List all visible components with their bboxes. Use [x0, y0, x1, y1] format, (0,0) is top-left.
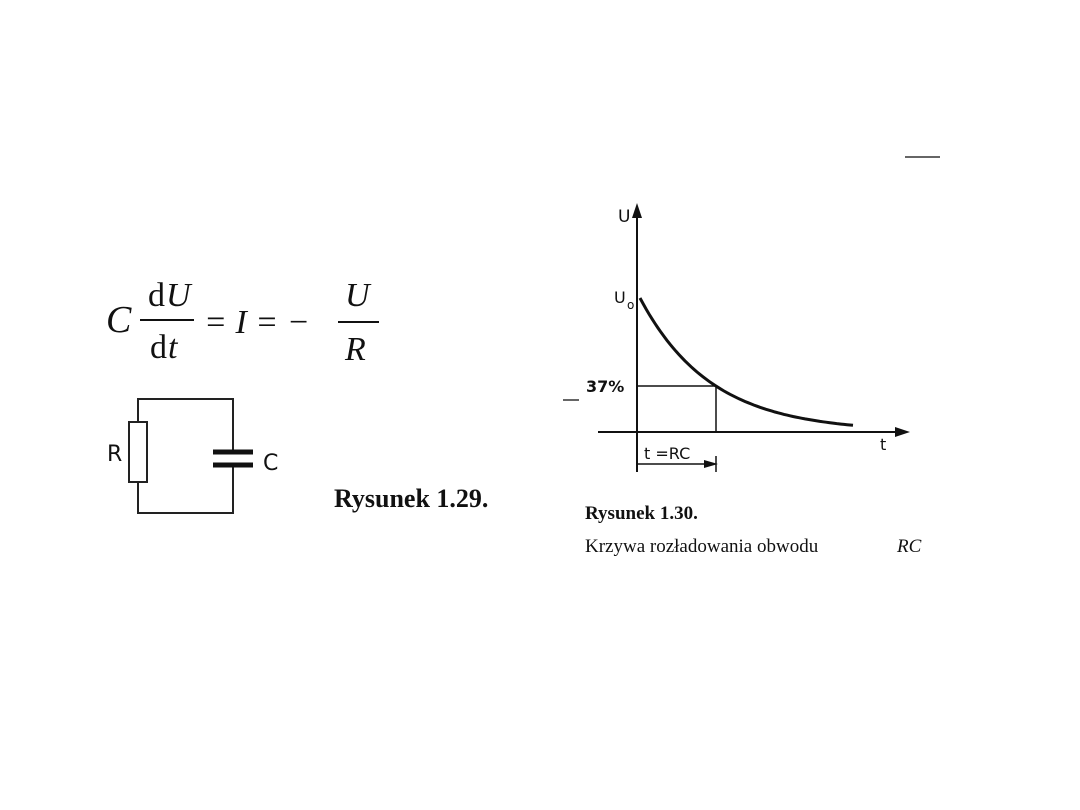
- caption: Rysunek 1.29.: [334, 484, 488, 513]
- level-label: 37%: [586, 377, 624, 396]
- u0-subscript: o: [627, 298, 634, 312]
- circuit: R C: [107, 398, 278, 514]
- eq-d: d: [148, 277, 165, 314]
- capacitor-label: C: [263, 451, 278, 476]
- eq-u: U: [166, 277, 193, 314]
- arrowhead: [632, 203, 642, 218]
- eq-u: U: [345, 277, 372, 314]
- caption-title: Rysunek 1.30.: [585, 503, 698, 524]
- resistor-label: R: [107, 442, 122, 467]
- decay-curve: [638, 297, 854, 427]
- arrowhead: [704, 460, 718, 468]
- caption-italic: RC: [896, 536, 922, 557]
- u0-label: U: [614, 288, 626, 307]
- arrowhead: [895, 427, 910, 437]
- resistor: [128, 421, 148, 483]
- equation: C d U d t = I = − U R: [106, 277, 379, 368]
- y-axis-label: U: [618, 207, 630, 227]
- eq-c: C: [106, 299, 132, 341]
- eq-r: R: [344, 331, 366, 368]
- time-constant-label: t =RC: [644, 444, 690, 463]
- x-axis-label: t: [880, 435, 886, 454]
- eq-t: t: [168, 329, 179, 366]
- caption-text: Krzywa rozładowania obwodu: [585, 536, 819, 557]
- eq-d: d: [150, 329, 167, 366]
- eq-middle: = I = −: [204, 304, 310, 341]
- wire: [137, 398, 234, 514]
- discharge-plot: U U o 37% t t =RC: [586, 203, 910, 472]
